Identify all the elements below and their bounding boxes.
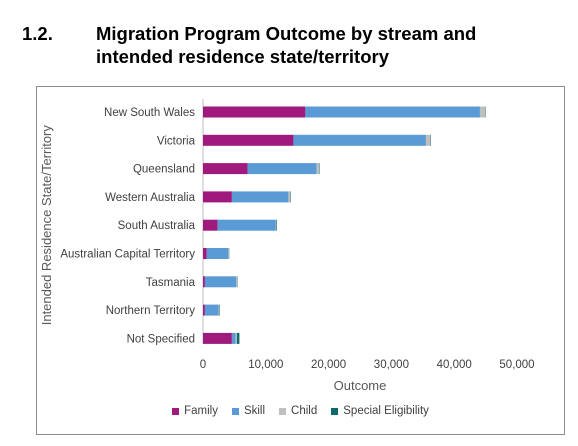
chart-frame: New South Wales Victoria Queensland Western… bbox=[36, 86, 565, 435]
x-tick-label: 50,000 bbox=[499, 359, 534, 371]
section-number: 1.2. bbox=[22, 23, 53, 44]
legend-label: Skill bbox=[243, 405, 266, 417]
legend-label: Child bbox=[291, 405, 318, 417]
bar-segment-child bbox=[316, 163, 320, 175]
bar-segment-family bbox=[203, 276, 205, 288]
legend-swatch bbox=[279, 407, 287, 415]
x-tick-label: 0 bbox=[200, 359, 206, 371]
x-axis-title: Outcome bbox=[334, 378, 387, 393]
bar-segment-family bbox=[203, 134, 294, 146]
bar-segment-child bbox=[236, 276, 237, 288]
x-tick-label: 20,000 bbox=[311, 359, 346, 371]
bar-segment-family bbox=[203, 219, 218, 231]
bar-segment-special-eligibility bbox=[484, 106, 486, 118]
bar-segment-special-eligibility bbox=[228, 248, 230, 259]
bar-segment-skill bbox=[247, 163, 317, 175]
legend-swatch bbox=[331, 407, 339, 415]
bar-segment-child bbox=[288, 191, 291, 203]
category-label: Australian Capital Territory bbox=[60, 249, 195, 261]
x-tick-label: 30,000 bbox=[374, 359, 409, 371]
category-label: Northern Territory bbox=[106, 305, 196, 317]
bar-segment-child bbox=[228, 248, 229, 259]
chart-legend: Family Skill Child Special Eligibility bbox=[37, 405, 564, 417]
bar-segment-special-eligibility bbox=[430, 134, 431, 146]
legend-swatch bbox=[231, 407, 239, 415]
bar-segment-special-eligibility bbox=[319, 163, 320, 175]
bar-segment-family bbox=[203, 106, 306, 118]
bar-segment-family bbox=[203, 304, 205, 316]
legend-label: Family bbox=[184, 405, 218, 417]
bar-segment-skill bbox=[204, 276, 237, 288]
legend-item-child: Child bbox=[279, 405, 317, 417]
bar-segment-child bbox=[235, 332, 237, 344]
bar-segment-special-eligibility bbox=[276, 219, 277, 231]
legend-swatch bbox=[172, 407, 180, 415]
category-label: Western Australia bbox=[105, 192, 196, 204]
legend-item-skill: Skill bbox=[231, 405, 266, 417]
legend-item-family: Family bbox=[172, 405, 218, 417]
bar-segment-special-eligibility bbox=[236, 276, 238, 288]
bar-segment-family bbox=[203, 163, 248, 175]
bar-segment-skill bbox=[217, 219, 276, 231]
stacked-bar-chart: New South Wales Victoria Queensland Western… bbox=[39, 99, 535, 393]
bar-segment-child bbox=[425, 134, 431, 146]
category-label: Tasmania bbox=[146, 277, 196, 289]
bar-segment-child bbox=[479, 106, 485, 118]
bar-segment-family bbox=[203, 332, 232, 344]
category-label: South Australia bbox=[118, 220, 196, 232]
section-title: Migration Program Outcome by stream and … bbox=[96, 23, 477, 67]
bar-segment-skill bbox=[206, 248, 229, 259]
category-label: Victoria bbox=[157, 135, 196, 147]
bar-segment-skill bbox=[204, 304, 219, 316]
y-axis-title: Intended Residence State/Territory bbox=[39, 125, 54, 326]
bar-segment-family bbox=[203, 248, 207, 259]
category-label: Not Specified bbox=[127, 333, 195, 345]
legend-item-special-eligibility: Special Eligibility bbox=[331, 405, 429, 417]
x-tick-label: 10,000 bbox=[248, 359, 283, 371]
bar-segment-special-eligibility bbox=[219, 304, 220, 316]
bar-segment-child bbox=[218, 304, 220, 316]
bar-segment-skill bbox=[293, 134, 426, 146]
x-tick-label: 40,000 bbox=[437, 359, 472, 371]
bar-segment-special-eligibility bbox=[290, 191, 291, 203]
bar-segment-child bbox=[275, 219, 277, 231]
category-label: Queensland bbox=[133, 164, 195, 176]
category-label: New South Wales bbox=[104, 107, 195, 119]
bar-segment-skill bbox=[231, 332, 236, 344]
bar-segment-special-eligibility bbox=[236, 332, 240, 344]
bar-segment-family bbox=[203, 191, 232, 203]
legend-label: Special Eligibility bbox=[343, 405, 429, 417]
bar-segment-skill bbox=[305, 106, 480, 118]
bar-segment-skill bbox=[231, 191, 289, 203]
